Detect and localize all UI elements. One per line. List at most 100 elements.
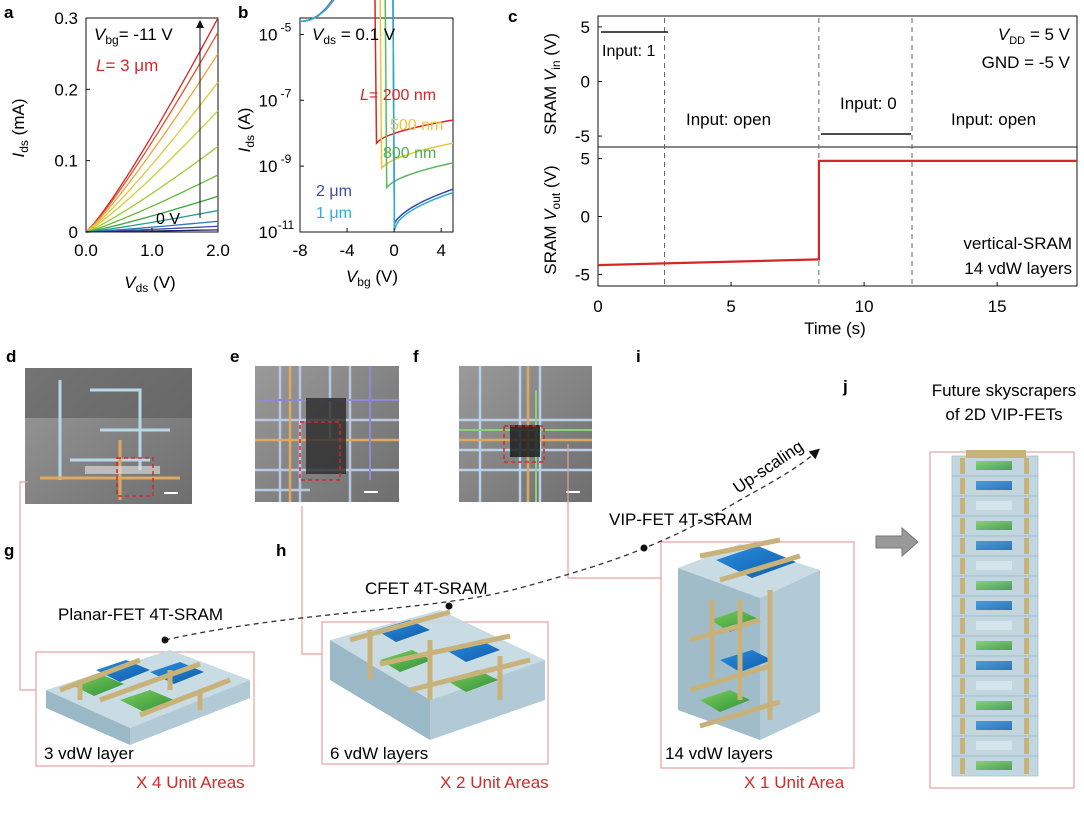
label-future-2: of 2D VIP-FETs — [945, 405, 1062, 424]
micrograph-d-roi — [116, 457, 154, 497]
chart-b-ytick-label: 10 — [259, 223, 278, 242]
chart-a-series-line — [85, 174, 219, 233]
chart-b-frame — [299, 17, 454, 233]
tower-contact — [1024, 698, 1029, 714]
panel-letter-g: g — [4, 541, 14, 560]
chart-c-xtick-label: 0 — [593, 297, 602, 316]
micrograph-e — [255, 366, 399, 502]
label-area-h: X 2 Unit Areas — [440, 773, 549, 792]
chart-a-xlabel: Vds (V) — [124, 273, 175, 295]
chart-b-xtick-label: -4 — [340, 241, 355, 260]
label-future-1: Future skyscrapers — [932, 381, 1077, 400]
tower-contact — [960, 498, 965, 514]
chart-b-L1um: 1 μm — [316, 205, 352, 222]
chart-a-series-line — [85, 220, 219, 233]
tower-channel — [976, 741, 1012, 750]
chart-c-frame — [597, 15, 1078, 287]
tower-contact — [1024, 598, 1029, 614]
tower-channel — [976, 461, 1012, 470]
chart-c-bottom-ylabel: SRAM Vout (V) — [541, 165, 563, 274]
chart-c-open1: Input: open — [686, 110, 771, 129]
chart-a-frame — [85, 17, 219, 233]
chart-b-ylabel: Ids (A) — [235, 108, 257, 153]
chart-c-vout-trace — [597, 159, 1077, 267]
tower-contact — [1024, 758, 1029, 774]
chart-c-top-ytick-label: 5 — [581, 18, 590, 37]
chart-b: -8 -4 0 410-510-710-910-11 Vds = 0.1 V L= 2… — [235, 0, 454, 289]
label-area-g: X 4 Unit Areas — [136, 773, 245, 792]
chart-b-ytick-exponent: -9 — [281, 152, 292, 166]
chart-a-series-line — [85, 110, 219, 233]
tower-contact — [1024, 678, 1029, 694]
chart-a-xtick-label: 2.0 — [206, 241, 230, 260]
panel-letter-h: h — [276, 541, 286, 560]
tower-contact — [1024, 658, 1029, 674]
panel-letter-c: c — [508, 7, 517, 26]
tower-channel — [976, 681, 1012, 690]
tower-contact — [1024, 498, 1029, 514]
chart-c-vdd: VDD = 5 V — [998, 25, 1071, 47]
render-i — [660, 537, 855, 769]
panel-letter-b: b — [238, 3, 248, 22]
chart-c-top-ytick-label: 0 — [581, 73, 590, 92]
chart-c-xtick-label: 15 — [988, 297, 1007, 316]
tower-contact — [960, 678, 965, 694]
chart-a-ytick-label: 0.2 — [54, 80, 78, 99]
label-layers-i: 14 vdW layers — [665, 744, 773, 763]
tower-contact — [960, 698, 965, 714]
panel-letter-f: f — [413, 347, 419, 366]
label-area-i: X 1 Unit Area — [744, 773, 845, 792]
tower-contact — [1024, 578, 1029, 594]
tower-contact — [1024, 478, 1029, 494]
panel-letter-d: d — [6, 347, 16, 366]
chart-c-note2: 14 vdW layers — [964, 259, 1072, 278]
tower-channel — [976, 721, 1012, 730]
micrograph-d — [25, 368, 192, 504]
tower-channel — [976, 521, 1012, 530]
path-dot-vip — [640, 544, 648, 552]
chart-a-ytick-label: 0 — [69, 223, 78, 242]
tower-contact — [1024, 738, 1029, 754]
chart-b-ytick-exponent: -7 — [281, 86, 292, 100]
tower-contact — [1024, 558, 1029, 574]
tower-channel — [976, 761, 1012, 770]
chart-b-L500: 500 nm — [390, 117, 443, 134]
chart-a-series-line — [85, 195, 219, 233]
connector-e-h — [301, 506, 322, 655]
chart-b-vds-label: Vds = 0.1 V — [312, 25, 396, 47]
tower-contact — [960, 558, 965, 574]
tower-channel — [976, 701, 1012, 710]
chart-a-series-line — [85, 81, 219, 233]
chart-c-xlabel: Time (s) — [804, 319, 866, 338]
chart-c-note1: vertical-SRAM — [963, 234, 1072, 253]
tower-contact — [960, 518, 965, 534]
panel-letter-i: i — [636, 347, 641, 366]
tower-channel — [976, 661, 1012, 670]
label-layers-h: 6 vdW layers — [330, 744, 428, 763]
chart-c-top-ylabel: SRAM Vin (V) — [541, 33, 563, 135]
tower-contact — [1024, 518, 1029, 534]
chart-c-gnd: GND = -5 V — [982, 53, 1071, 72]
label-planar: Planar-FET 4T-SRAM — [58, 605, 223, 624]
chart-c-input0: Input: 0 — [840, 94, 897, 113]
render-j — [929, 450, 1075, 789]
tower-contact — [960, 538, 965, 554]
chart-c-bottom-ytick-label: 5 — [581, 150, 590, 169]
tower-top-contact — [966, 450, 1026, 458]
chart-a-series-line — [85, 53, 219, 233]
upscaling-path — [164, 448, 820, 641]
chart-b-ytick-label: 10 — [259, 91, 278, 110]
chart-a-xtick-label: 1.0 — [140, 241, 164, 260]
chart-b-xtick-label: -8 — [292, 241, 307, 260]
tower-contact — [960, 638, 965, 654]
chart-b-series-line — [299, 0, 454, 230]
chart-b-L2um: 2 μm — [316, 183, 352, 200]
big-arrow — [875, 526, 919, 558]
chart-a-series-line — [85, 145, 219, 233]
tower-contact — [1024, 538, 1029, 554]
chart-b-ytick-exponent: -5 — [281, 20, 292, 34]
tower-contact — [960, 738, 965, 754]
label-vip: VIP-FET 4T-SRAM — [609, 510, 752, 529]
